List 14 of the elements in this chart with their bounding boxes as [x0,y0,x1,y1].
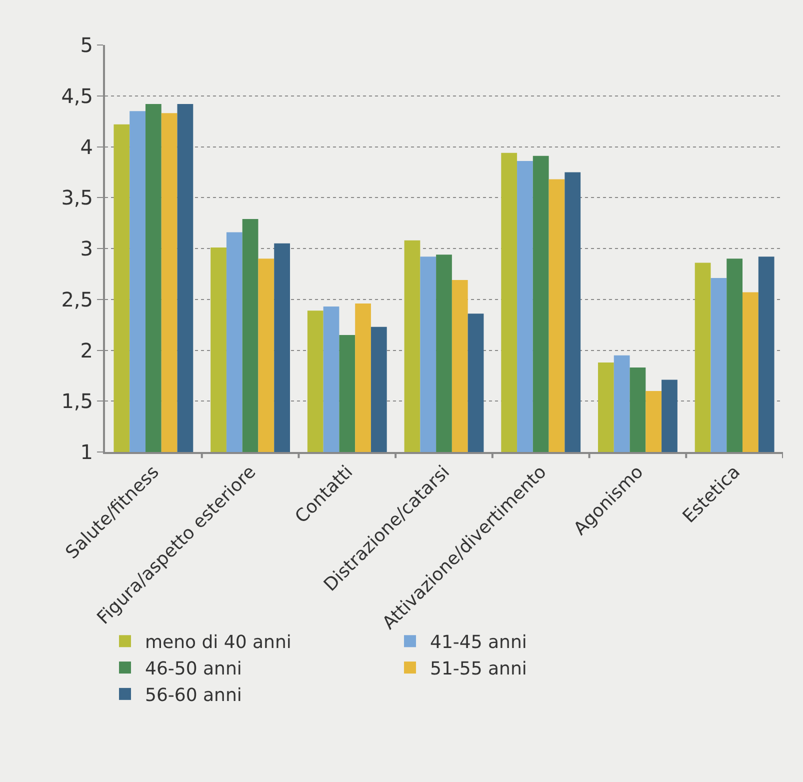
y-tick-label: 4,5 [61,84,93,108]
y-tick-label: 5 [80,33,93,57]
y-tick-label: 1 [80,440,93,464]
legend-label: meno di 40 anni [145,632,292,654]
y-tick-label: 2,5 [61,287,93,312]
y-tick-label: 4 [80,134,93,159]
legend-label: 56-60 anni [145,684,242,706]
y-tick-label: 3,5 [61,186,93,210]
y-tick-label: 1,5 [61,389,93,414]
legend-label: 41-45 anni [430,632,527,654]
legend-label: 46-50 anni [145,658,242,680]
y-tick-label: 2 [80,338,93,362]
legend-label: 51-55 anni [430,658,527,680]
y-tick-label: 3 [80,236,93,260]
